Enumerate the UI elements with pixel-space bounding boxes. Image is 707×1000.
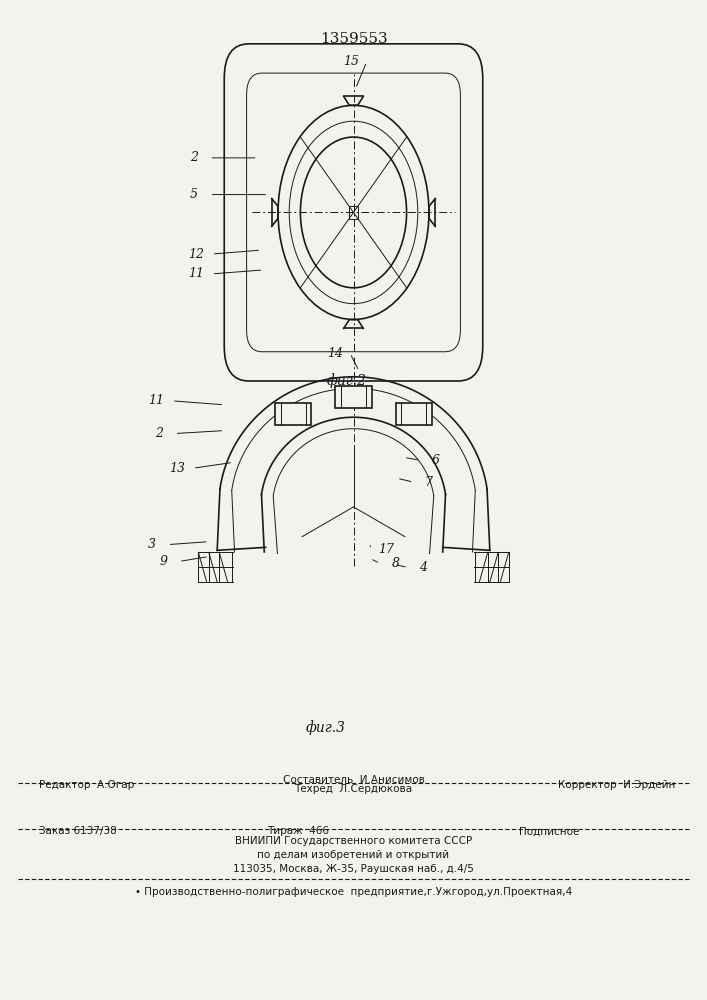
Text: • Производственно-полиграфическое  предприятие,г.Ужгород,ул.Проектная,4: • Производственно-полиграфическое предпр… <box>135 887 572 897</box>
Bar <box>275 403 311 425</box>
Text: 12: 12 <box>188 248 204 261</box>
Text: 15: 15 <box>344 55 359 68</box>
Text: 11: 11 <box>148 394 165 407</box>
Text: фиг.3: фиг.3 <box>305 720 346 735</box>
Text: Тираж  466: Тираж 466 <box>267 826 329 836</box>
Text: 6: 6 <box>432 454 440 467</box>
Text: 14: 14 <box>327 347 343 360</box>
Text: ВНИИПИ Государственного комитета СССР: ВНИИПИ Государственного комитета СССР <box>235 836 472 846</box>
Text: 9: 9 <box>160 555 168 568</box>
Text: 13: 13 <box>170 462 185 475</box>
Text: 7: 7 <box>425 476 433 489</box>
Text: фиг.2: фиг.2 <box>327 373 366 388</box>
Text: 2: 2 <box>156 427 163 440</box>
Text: 5: 5 <box>190 188 198 201</box>
Text: Заказ 6137/38: Заказ 6137/38 <box>39 826 117 836</box>
Text: по делам изобретений и открытий: по делам изобретений и открытий <box>257 850 450 860</box>
Text: Корректор  И.Эрдейн: Корректор И.Эрдейн <box>558 780 675 790</box>
Text: 113035, Москва, Ж-35, Раушская наб., д.4/5: 113035, Москва, Ж-35, Раушская наб., д.4… <box>233 864 474 874</box>
Text: 4: 4 <box>419 561 427 574</box>
Text: 3: 3 <box>148 538 156 551</box>
Text: Редактор  А.Огар: Редактор А.Огар <box>39 780 134 790</box>
Text: 8: 8 <box>392 557 399 570</box>
Text: Подписное: Подписное <box>519 826 579 836</box>
Text: Составитель  И.Анисимов: Составитель И.Анисимов <box>283 775 424 785</box>
Bar <box>396 403 432 425</box>
Text: Техред  Л.Сердюкова: Техред Л.Сердюкова <box>294 784 413 794</box>
Text: 2: 2 <box>190 151 198 164</box>
Text: 17: 17 <box>378 543 394 556</box>
Bar <box>335 386 372 408</box>
Bar <box>349 206 358 219</box>
Text: 11: 11 <box>188 267 204 280</box>
Text: 1359553: 1359553 <box>320 32 387 46</box>
